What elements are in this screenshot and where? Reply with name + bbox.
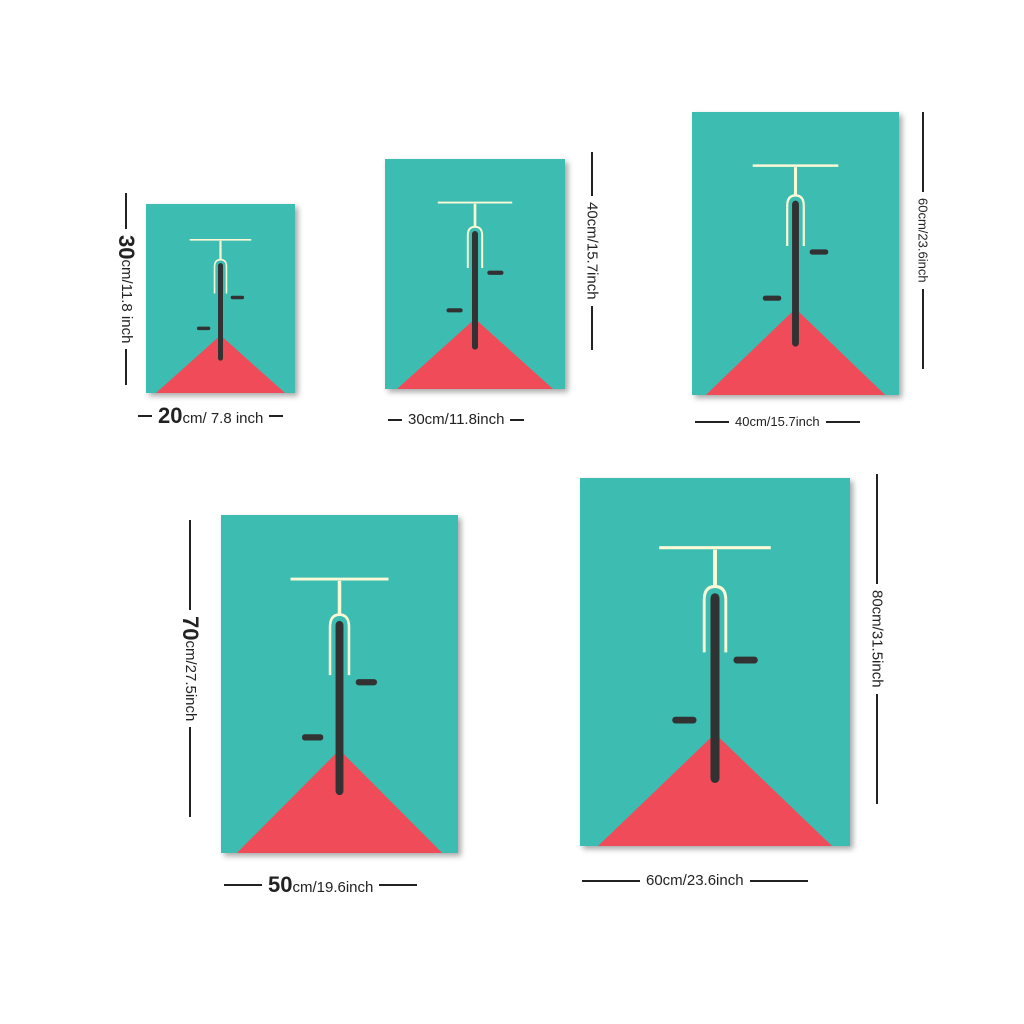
height-dimension-60cm: 60cm/23.6inch [912,112,934,394]
height-label: 80cm/31.5inch [868,590,886,688]
height-dimension-80cm: 80cm/31.5inch [864,474,890,846]
width-dimension-30cm: 30cm/11.8inch [388,411,566,428]
width-label: 60cm/23.6inch [646,872,744,889]
height-dimension-70cm: 70cm/27.5inch [176,520,204,854]
height-value-rest: cm/11.8 inch [118,259,135,344]
canvas-print-30x40 [385,159,565,389]
height-label: 60cm/23.6inch [915,198,931,283]
width-dimension-40cm: 40cm/15.7inch [695,414,899,429]
width-value-rest: cm/ 7.8 inch [182,410,264,427]
width-label: 30cm/11.8inch [408,411,505,428]
height-value-rest: cm/27.5inch [182,640,199,722]
height-value-big: 30 [114,235,139,260]
width-label: 40cm/15.7inch [735,414,820,429]
height-label: 40cm/15.7inch [583,202,601,300]
height-dimension-40cm: 40cm/15.7inch [580,152,604,388]
width-dimension-20cm: 20cm/ 7.8 inch [138,403,302,429]
width-value-big: 50 [268,872,293,897]
width-value-rest: cm/19.6inch [292,879,374,896]
canvas-print-60x80 [580,478,850,846]
width-value-big: 20 [158,403,183,428]
width-dimension-60cm: 60cm/23.6inch [582,872,848,889]
width-dimension-50cm: 50cm/19.6inch [224,872,458,898]
canvas-print-20x30 [146,204,295,393]
canvas-print-50x70 [221,515,458,853]
height-dimension-30cm: 30cm/11.8 inch [112,193,140,401]
canvas-print-40x60 [692,112,899,395]
height-value-big: 70 [178,616,203,641]
